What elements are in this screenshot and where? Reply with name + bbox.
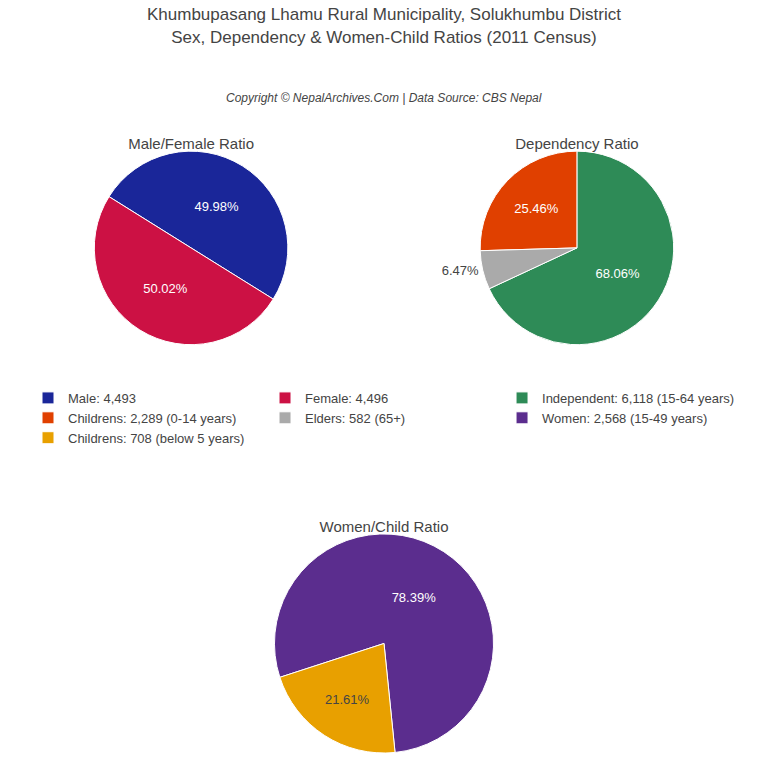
svg-text:Dependency Ratio: Dependency Ratio [515,135,638,152]
svg-text:49.98%: 49.98% [194,199,239,214]
svg-text:Khumbupasang Lhamu Rural Munic: Khumbupasang Lhamu Rural Municipality, S… [147,5,621,46]
svg-text:6.47%: 6.47% [442,263,479,278]
svg-text:21.61%: 21.61% [325,692,370,707]
svg-text:Childrens: 708 (below 5 years): Childrens: 708 (below 5 years) [68,431,244,446]
svg-text:Copyright © NepalArchives.Com: Copyright © NepalArchives.Com | Data Sou… [226,91,542,105]
svg-text:Women/Child Ratio: Women/Child Ratio [320,518,449,535]
svg-text:50.02%: 50.02% [143,281,188,296]
svg-text:68.06%: 68.06% [595,266,640,281]
svg-text:Elders: 582 (65+): Elders: 582 (65+) [305,411,405,426]
svg-text:Male/Female Ratio: Male/Female Ratio [128,135,254,152]
svg-text:25.46%: 25.46% [514,201,559,216]
svg-text:Female: 4,496: Female: 4,496 [305,391,388,406]
svg-text:Women: 2,568 (15-49 years): Women: 2,568 (15-49 years) [542,411,707,426]
svg-text:Male: 4,493: Male: 4,493 [68,391,136,406]
svg-text:Childrens: 2,289 (0-14 years): Childrens: 2,289 (0-14 years) [68,411,236,426]
svg-text:78.39%: 78.39% [392,590,437,605]
svg-text:Independent: 6,118 (15-64 year: Independent: 6,118 (15-64 years) [542,391,734,406]
